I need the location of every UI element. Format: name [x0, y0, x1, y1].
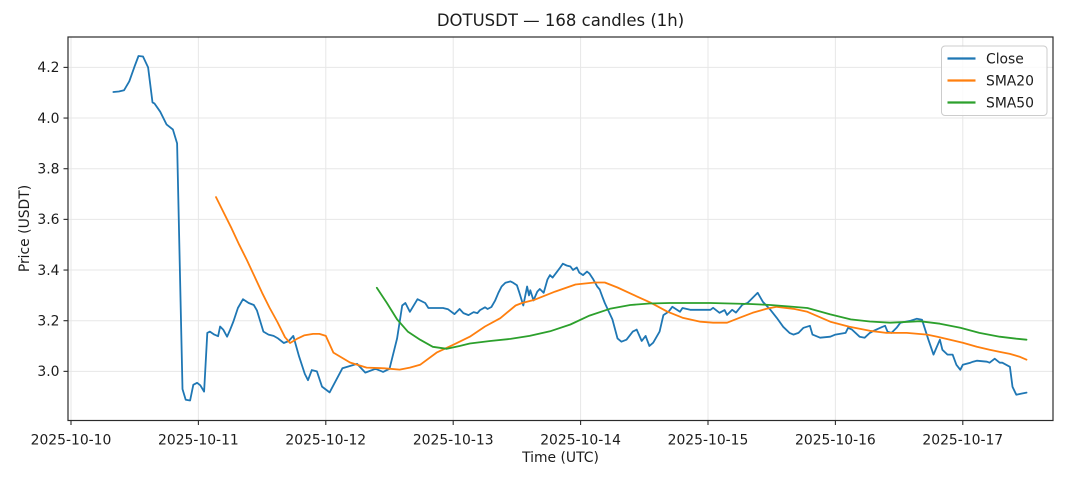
legend: Close SMA20 SMA50: [941, 45, 1048, 116]
x-tick-label: 2025-10-10: [31, 433, 112, 449]
series-line-sma20: [215, 196, 1028, 371]
y-tick-label: 4.2: [37, 60, 59, 76]
x-axis-ticks: 2025-10-10 2025-10-11 2025-10-12 2025-10-13…: [31, 420, 1003, 449]
legend-label-sma20: SMA20: [986, 73, 1034, 89]
y-tick-label: 3.4: [37, 263, 59, 279]
y-tick-label: 3.2: [37, 313, 59, 329]
legend-label-close: Close: [986, 51, 1024, 67]
y-axis-label: Price (USDT): [17, 185, 33, 272]
legend-label-sma50: SMA50: [986, 95, 1034, 111]
x-tick-label: 2025-10-11: [158, 433, 239, 449]
data-series: [112, 55, 1028, 402]
x-tick-label: 2025-10-14: [540, 433, 621, 449]
plot-area: [68, 37, 1053, 421]
x-tick-label: 2025-10-17: [922, 433, 1003, 449]
legend-box: [941, 45, 1048, 116]
y-axis-ticks: 3.0 3.2 3.4 3.6 3.8 4.0 4.2: [37, 60, 68, 380]
series-line-close: [112, 55, 1028, 402]
plot-border: [67, 36, 1054, 422]
x-tick-label: 2025-10-15: [668, 433, 749, 449]
x-axis-label: Time (UTC): [521, 450, 599, 466]
x-tick-label: 2025-10-16: [795, 433, 876, 449]
y-tick-label: 3.8: [37, 162, 59, 178]
series-line-sma50: [375, 286, 1028, 350]
x-tick-label: 2025-10-12: [285, 433, 366, 449]
y-tick-label: 3.6: [37, 212, 59, 228]
y-tick-label: 3.0: [37, 364, 59, 380]
gridlines: [68, 37, 1053, 421]
chart-title: DOTUSDT — 168 candles (1h): [437, 11, 684, 30]
x-tick-label: 2025-10-13: [413, 433, 494, 449]
y-tick-label: 4.0: [37, 111, 59, 127]
